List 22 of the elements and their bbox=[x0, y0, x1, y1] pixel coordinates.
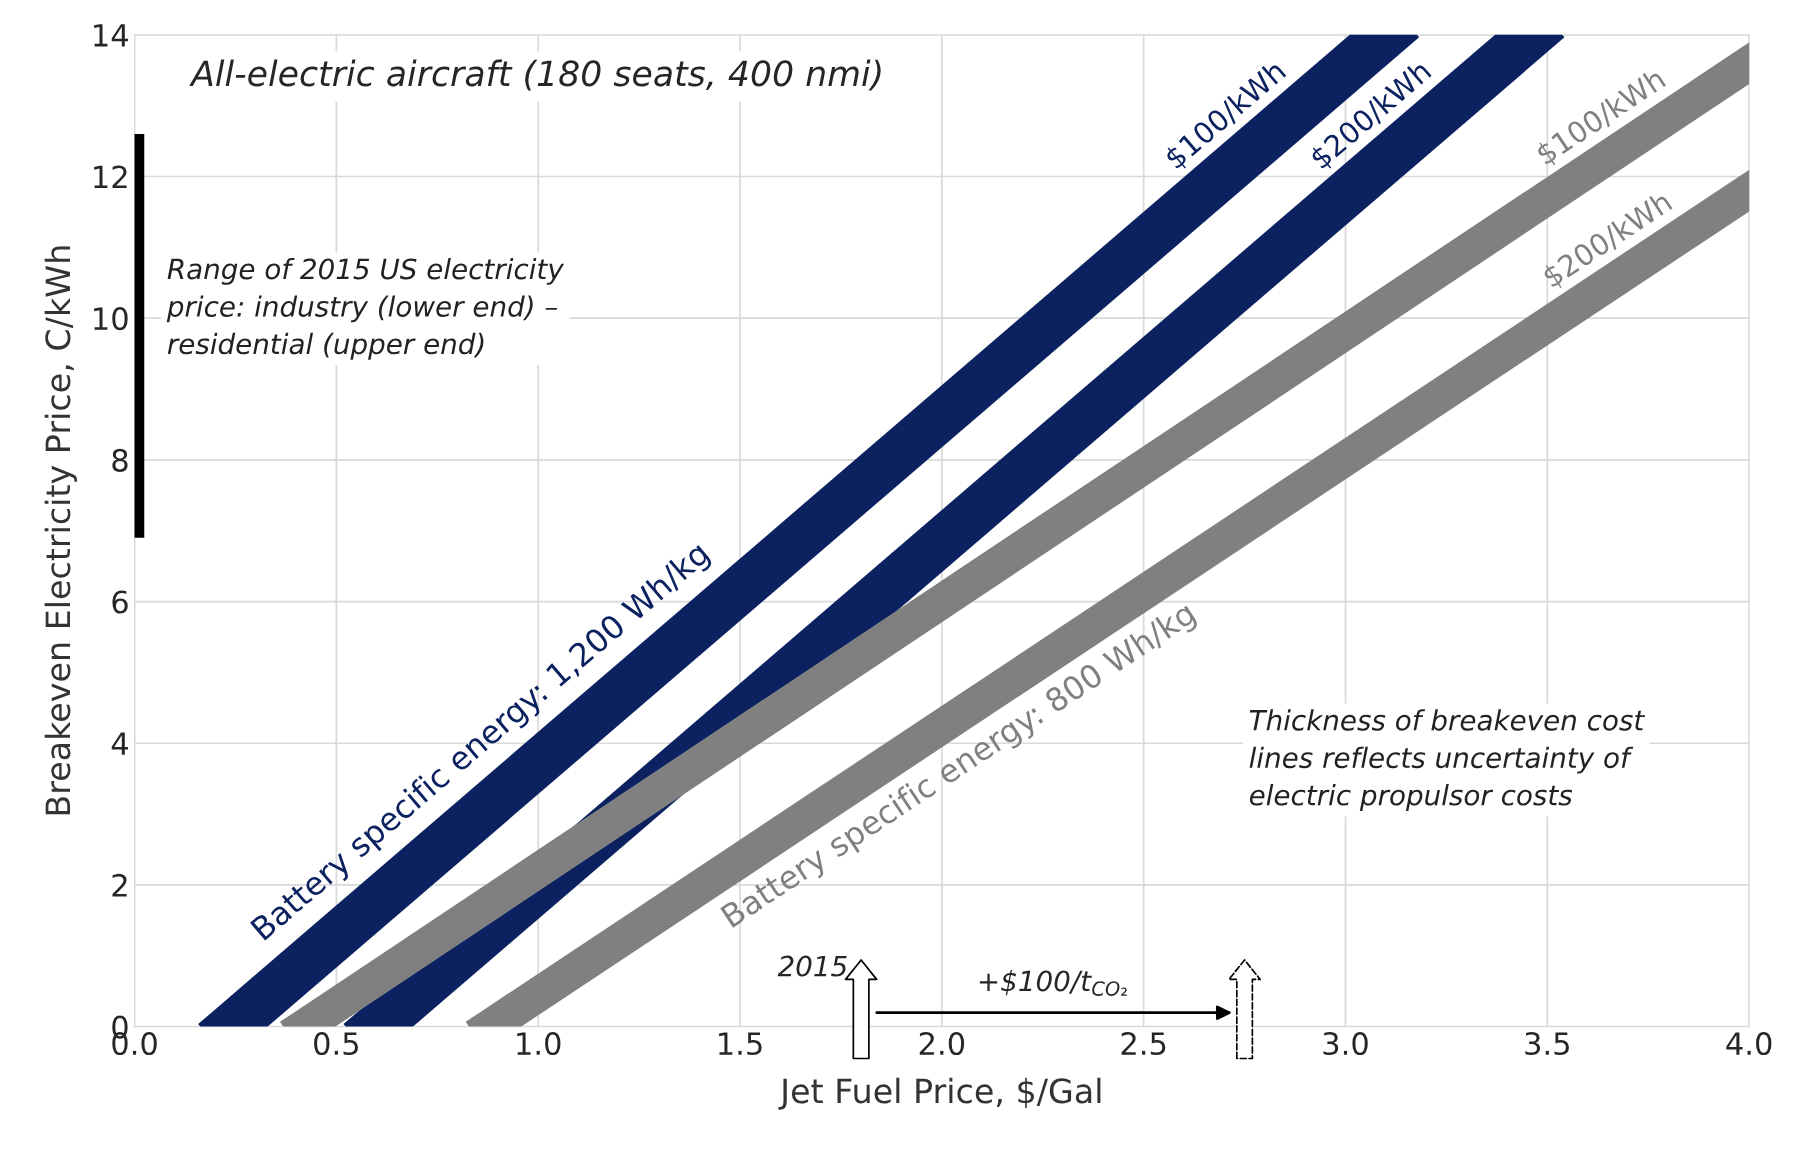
x-tick-label: 0.5 bbox=[314, 1032, 358, 1056]
y-tick-label: 4 bbox=[111, 732, 128, 755]
x-tick-label: 2.5 bbox=[1121, 1032, 1166, 1056]
x-tick-label: 3.0 bbox=[1323, 1032, 1368, 1056]
x-tick-label: 4.0 bbox=[1726, 1032, 1772, 1056]
x-tick-label: 1.5 bbox=[719, 1032, 762, 1056]
y-tick-label: 2 bbox=[112, 873, 127, 897]
annotation: Range of 2015 US electricity price: industry (lower end) – residential (upper end) bbox=[166, 257, 565, 360]
y-axis-title: Breakeven Electricity Price, C/kWh bbox=[44, 246, 77, 815]
annotation: Thickness of breakeven cost lines reflects uncertainty of electric propulsor costs bbox=[1249, 709, 1646, 811]
y-tick-label: 14 bbox=[94, 24, 128, 47]
annotation: +$100/t$_{CO₂}$ bbox=[979, 969, 1127, 996]
x-tick-label: 2.0 bbox=[919, 1032, 965, 1056]
text: All-electric aircraft (180 seats, 400 nmi) bbox=[189, 59, 881, 91]
x-axis-title: Jet Fuel Price, $/Gal bbox=[778, 1077, 1101, 1110]
x-tick-label: 3.5 bbox=[1525, 1032, 1569, 1056]
annotation: 2015 bbox=[777, 955, 847, 977]
y-tick-label: 8 bbox=[112, 448, 128, 472]
x-tick-label: 1.0 bbox=[517, 1032, 561, 1056]
y-tick-label: 10 bbox=[94, 307, 128, 331]
y-tick-label: 12 bbox=[94, 165, 127, 189]
y-tick-label: 6 bbox=[112, 590, 128, 614]
